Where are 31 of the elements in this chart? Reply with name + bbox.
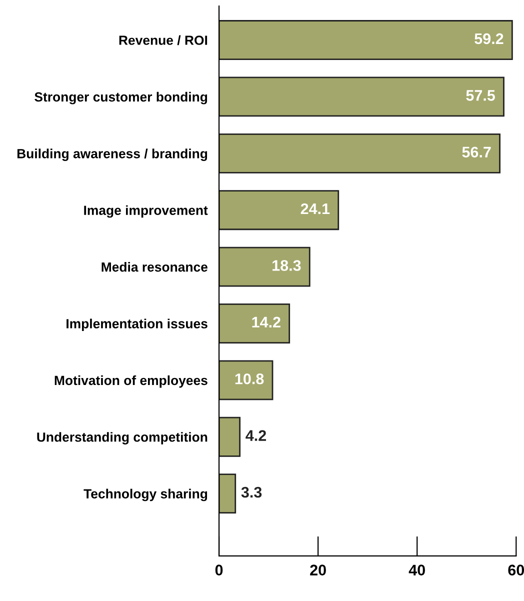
bar [219, 20, 513, 60]
bar [219, 76, 504, 117]
bar [219, 360, 274, 400]
x-tick-label: 0 [215, 564, 223, 576]
y-tick-label: Stronger customer bonding [34, 92, 208, 104]
data-label: 56.7 [462, 146, 491, 158]
bar [219, 416, 241, 457]
y-tick-label: Motivation of employees [54, 375, 208, 388]
data-label: 24.1 [300, 203, 330, 214]
bar [219, 133, 500, 174]
data-label: 57.5 [466, 90, 496, 101]
bar [219, 246, 310, 287]
y-tick-label: Revenue / ROI [119, 35, 208, 46]
data-label: 14.2 [252, 316, 280, 328]
y-tick-label: Technology sharing [84, 488, 208, 502]
bar [219, 474, 236, 514]
x-tick-label: 40 [408, 564, 425, 576]
bar [219, 190, 340, 230]
data-label: 18.3 [272, 260, 301, 271]
data-label: 4.2 [246, 430, 266, 441]
data-label: 3.3 [241, 486, 262, 498]
y-tick-label: Understanding competition [37, 432, 208, 444]
bar [219, 304, 290, 344]
x-tick-label: 20 [310, 564, 326, 576]
y-tick-label: Image improvement [84, 205, 208, 218]
y-tick-label: Media resonance [102, 262, 208, 272]
data-label: 10.8 [235, 373, 264, 384]
y-tick-label: Implementation issues [66, 318, 208, 332]
y-tick-label: Building awareness / branding [17, 148, 208, 161]
data-label: 59.2 [474, 33, 504, 44]
x-tick-label: 60 [508, 564, 524, 576]
